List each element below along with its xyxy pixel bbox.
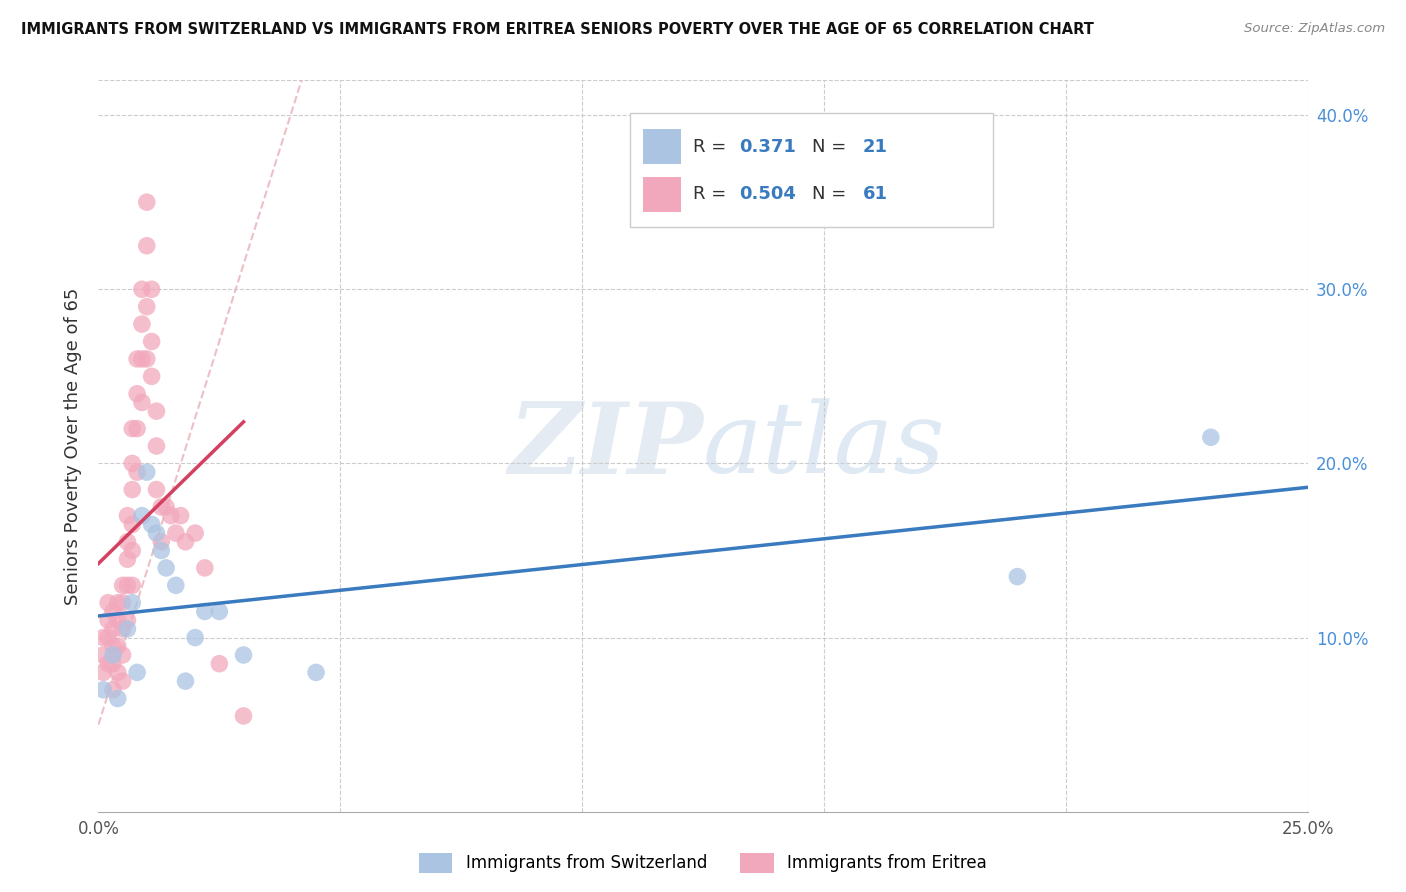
Point (145, 404, 167, 418)
Text: N =: N = (811, 138, 852, 156)
Point (107, 596, 129, 610)
Point (117, 534, 139, 549)
Point (121, 421, 143, 435)
Point (131, 282, 153, 296)
Point (1007, 569, 1029, 583)
Point (208, 604, 231, 618)
Point (121, 578, 143, 592)
Legend: Immigrants from Switzerland, Immigrants from Eritrea: Immigrants from Switzerland, Immigrants … (412, 847, 994, 880)
Point (121, 517, 143, 532)
Point (111, 578, 134, 592)
Point (91, 648, 114, 662)
Point (141, 517, 163, 532)
Text: 0.371: 0.371 (740, 138, 796, 156)
Point (91, 631, 114, 645)
Point (131, 317, 153, 331)
Point (155, 561, 177, 575)
Point (121, 543, 143, 558)
Point (101, 640, 124, 654)
Point (111, 674, 134, 689)
FancyBboxPatch shape (630, 113, 993, 227)
Point (91, 682, 114, 697)
Point (160, 508, 183, 523)
Point (184, 631, 207, 645)
Text: ZIP: ZIP (508, 398, 703, 494)
Point (135, 238, 157, 252)
Point (174, 674, 197, 689)
Point (111, 596, 134, 610)
Point (1199, 430, 1222, 444)
Point (131, 508, 153, 523)
Point (232, 648, 254, 662)
Point (194, 604, 217, 618)
Point (169, 508, 191, 523)
Point (135, 351, 157, 366)
Point (135, 300, 157, 314)
Point (305, 665, 328, 680)
Y-axis label: Seniors Poverty Over the Age of 65: Seniors Poverty Over the Age of 65 (63, 287, 82, 605)
Point (117, 622, 139, 636)
Point (107, 640, 129, 654)
Text: R =: R = (693, 138, 733, 156)
FancyBboxPatch shape (643, 129, 682, 164)
Text: N =: N = (811, 186, 852, 203)
Text: 61: 61 (863, 186, 887, 203)
Point (135, 465, 157, 479)
Text: Source: ZipAtlas.com: Source: ZipAtlas.com (1244, 22, 1385, 36)
Point (150, 500, 173, 514)
Point (101, 622, 124, 636)
Point (184, 526, 207, 541)
Point (91, 665, 114, 680)
Point (165, 526, 187, 541)
Point (174, 534, 197, 549)
Point (127, 351, 149, 366)
Point (111, 648, 134, 662)
Point (141, 334, 163, 349)
Point (232, 709, 254, 723)
Text: 0.504: 0.504 (740, 186, 796, 203)
Point (208, 657, 231, 671)
Point (117, 613, 139, 627)
Point (121, 457, 143, 471)
Point (141, 282, 163, 296)
Point (107, 613, 129, 627)
Point (155, 500, 177, 514)
Point (117, 508, 139, 523)
Point (97, 613, 120, 627)
Point (121, 483, 143, 497)
Point (131, 395, 153, 409)
Point (107, 665, 129, 680)
Point (145, 526, 167, 541)
Point (107, 691, 129, 706)
Text: atlas: atlas (703, 399, 946, 493)
Point (101, 648, 124, 662)
Point (127, 421, 149, 435)
Point (117, 578, 139, 592)
Point (127, 465, 149, 479)
Point (165, 578, 187, 592)
Point (121, 596, 143, 610)
Point (97, 596, 120, 610)
Point (97, 631, 120, 645)
Point (145, 439, 167, 453)
Point (131, 351, 153, 366)
Point (111, 622, 134, 636)
Point (117, 552, 139, 566)
Point (150, 534, 173, 549)
Text: R =: R = (693, 186, 733, 203)
Point (150, 543, 173, 558)
Point (127, 665, 149, 680)
Text: IMMIGRANTS FROM SWITZERLAND VS IMMIGRANTS FROM ERITREA SENIORS POVERTY OVER THE : IMMIGRANTS FROM SWITZERLAND VS IMMIGRANT… (21, 22, 1094, 37)
Point (194, 561, 217, 575)
Point (145, 483, 167, 497)
Point (101, 604, 124, 618)
Point (141, 369, 163, 384)
FancyBboxPatch shape (643, 177, 682, 212)
Point (101, 657, 124, 671)
Text: 21: 21 (863, 138, 887, 156)
Point (101, 682, 124, 697)
Point (127, 386, 149, 401)
Point (97, 657, 120, 671)
Point (135, 195, 157, 210)
